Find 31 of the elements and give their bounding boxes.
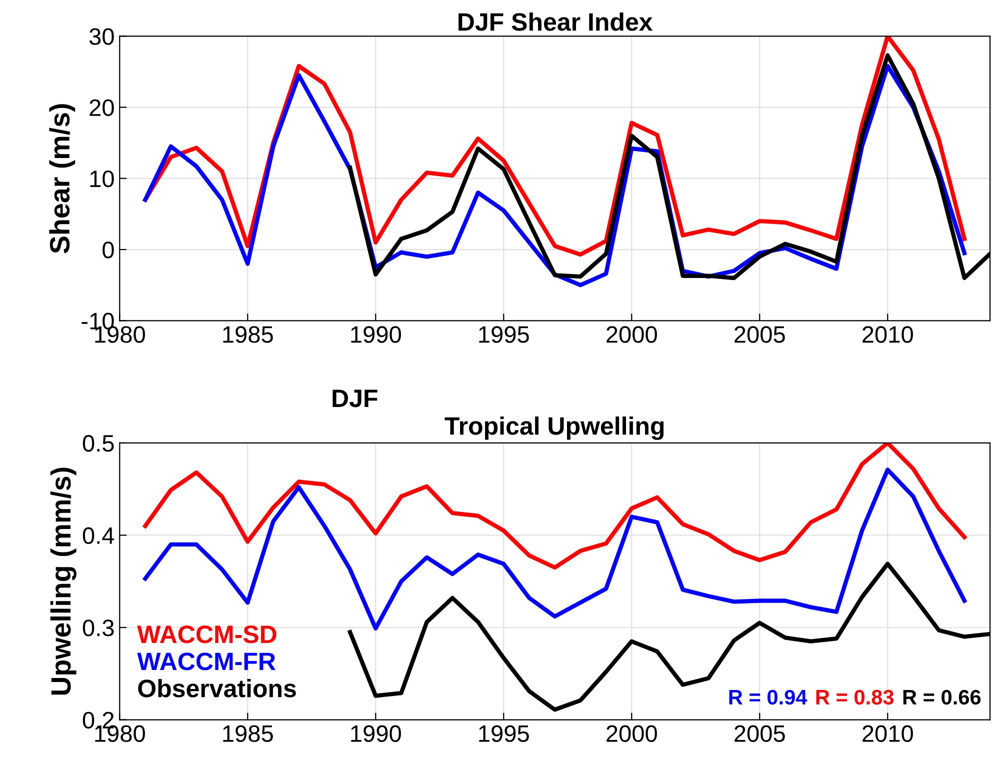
x-tick-label: 2000 [606,725,657,742]
y-tick-label: 10 [90,170,114,188]
x-tick-label: 1985 [223,725,273,742]
annotation: R = 0.83 [816,690,894,705]
y-tick-label: 0.3 [82,620,114,636]
x-tick-label: 1995 [479,725,529,742]
x-tick-label: 2005 [734,725,785,742]
text: WACCM-FR [137,652,276,670]
text: Observations [138,678,296,698]
chart-subtitle: Tropical Upwelling [444,416,664,440]
x-tick-label: 2000 [606,326,657,343]
y-tick-label: 0.5 [82,435,114,452]
x-tick-label: 1995 [479,326,529,343]
chart-title: DJF Shear Index [458,12,653,31]
x-tick-label: 1990 [351,725,401,742]
y-tick-label: 30 [89,28,114,45]
x-tick-label: 2010 [862,725,913,742]
y-tick-label: 20 [90,99,114,116]
annotation: R = 0.66 [903,690,981,705]
y-axis-title: Shear (m/s) [49,104,76,254]
annotation: R = 0.94 [729,690,808,705]
y-axis-title: Upwelling (mm/s) [50,468,76,695]
line-series [143,442,967,570]
y-tick-label: 0 [102,242,114,258]
x-tick-label: 1990 [351,326,401,343]
x-tick-label: 2010 [862,326,913,343]
x-tick-label: 2005 [734,326,785,343]
chart-title: DJF [332,390,378,408]
x-tick-label: 1985 [223,326,273,343]
y-tick-label: 0.4 [82,527,114,544]
text: WACCM-SD [137,626,276,644]
